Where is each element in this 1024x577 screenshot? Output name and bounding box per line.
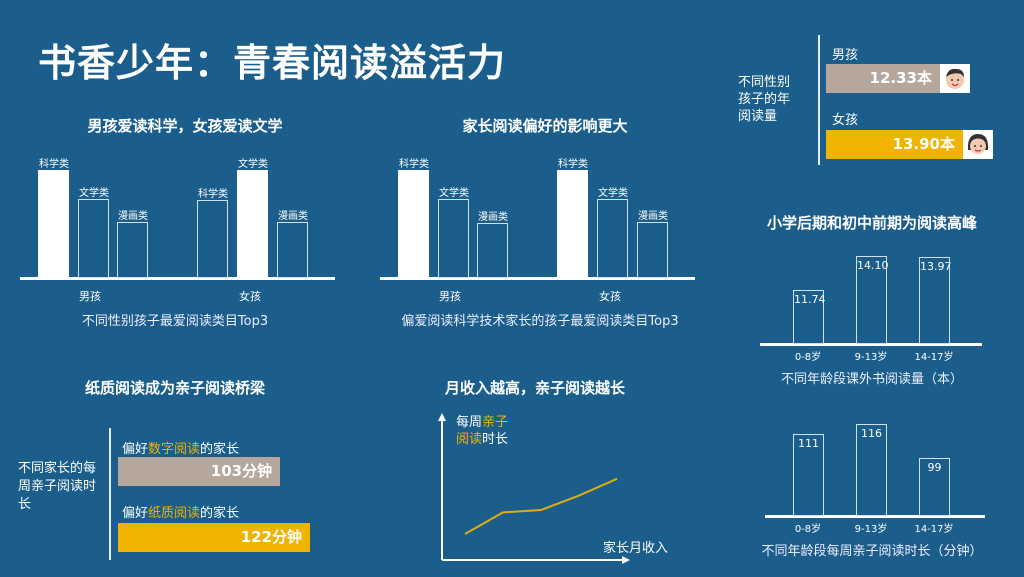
- group-label: 女孩: [599, 290, 621, 303]
- category-label: 9-13岁: [854, 352, 888, 363]
- bar-label: 漫画类: [478, 211, 508, 223]
- baseline: [20, 277, 335, 280]
- bar-label: 科学类: [198, 189, 228, 201]
- bar-value: 111: [798, 437, 819, 450]
- boy-value: 12.33本: [869, 69, 932, 87]
- bar-value: 14.10: [857, 258, 889, 272]
- age-chart-title: 小学后期和初中前期为阅读高峰: [766, 214, 978, 232]
- income-line: [464, 477, 618, 535]
- bar: [197, 200, 228, 278]
- girl-avatar-icon: [963, 130, 993, 159]
- category-label: 9-13岁: [854, 524, 888, 535]
- boy-bar: 12.33本: [826, 64, 940, 93]
- bar-label: 科学类: [558, 159, 588, 170]
- y-axis-label: 每周亲子 阅读时长: [456, 415, 509, 447]
- gender-reading-label: 不同性别孩子的年阅读量: [738, 75, 791, 124]
- girl-bar: 13.90本: [826, 130, 963, 159]
- x-axis-label: 家长月收入: [603, 541, 669, 556]
- bar: [597, 199, 628, 278]
- girl-label: 女孩: [832, 113, 859, 128]
- chart-title: 家长阅读偏好的影响更大: [462, 117, 628, 135]
- chart-caption: 偏爱阅读科学技术家长的孩子最爱阅读类目Top3: [401, 314, 679, 329]
- girl-value: 13.90本: [892, 135, 955, 153]
- bar-label: 文学类: [238, 159, 268, 170]
- bar-label: 文学类: [439, 188, 469, 200]
- chart-title: 男孩爱读科学，女孩爱读文学: [87, 117, 283, 135]
- bar: [438, 199, 469, 278]
- group-label: 女孩: [239, 290, 261, 303]
- paper-parent-label: 偏好纸质阅读的家长: [122, 506, 240, 521]
- category-label: 0-8岁: [794, 352, 822, 363]
- digital-parent-bar: 103分钟: [118, 457, 281, 486]
- bar-value: 11.74: [794, 292, 826, 306]
- category-label: 14-17岁: [914, 352, 954, 363]
- group-label: 男孩: [79, 290, 101, 303]
- bar: [477, 222, 508, 278]
- income-chart-title: 月收入越高，亲子阅读越长: [444, 379, 626, 397]
- bar-label: 文学类: [79, 188, 109, 200]
- bar: 11.74: [793, 289, 826, 344]
- digital-parent-label: 偏好数字阅读的家长: [122, 442, 240, 457]
- bar: 116: [856, 424, 887, 516]
- paper-chart-title: 纸质阅读成为亲子阅读桥梁: [84, 379, 266, 397]
- chart-caption: 不同年龄段课外书阅读量（本）: [780, 372, 964, 387]
- chart-caption: 不同性别孩子最爱阅读类目Top3: [81, 314, 269, 329]
- bar-label: 科学类: [399, 159, 429, 170]
- bar-label: 漫画类: [278, 210, 308, 222]
- digital-value: 103分钟: [210, 462, 273, 480]
- parent-time-label: 不同家长的每周亲子阅读时长: [18, 461, 97, 512]
- boy-label: 男孩: [832, 48, 859, 63]
- bar: 99: [919, 458, 950, 516]
- bar-label: 文学类: [598, 188, 628, 200]
- bar: 14.10: [856, 255, 889, 344]
- bar: [237, 170, 268, 278]
- divider: [109, 428, 111, 560]
- boy-avatar-icon: [940, 64, 970, 93]
- y-axis-arrow-icon: [438, 413, 446, 421]
- group-label: 男孩: [439, 290, 461, 303]
- bar-label: 漫画类: [118, 210, 148, 222]
- bar: [557, 170, 588, 278]
- bar: [398, 170, 429, 278]
- bar: [637, 221, 668, 278]
- page-title: 书香少年：青春阅读溢活力: [38, 41, 507, 85]
- bar: 111: [793, 434, 824, 516]
- category-label: 14-17岁: [914, 524, 954, 535]
- baseline: [760, 343, 982, 346]
- baseline: [380, 277, 695, 280]
- bar-label: 漫画类: [638, 210, 668, 222]
- bar: [78, 199, 109, 278]
- income-line-chart: [438, 413, 630, 564]
- bar-label: 科学类: [39, 159, 69, 170]
- divider: [818, 35, 820, 165]
- bar: 13.97: [919, 257, 952, 344]
- bar: [277, 221, 308, 278]
- bar: [117, 221, 148, 278]
- paper-value: 122分钟: [240, 528, 302, 546]
- x-axis-arrow-icon: [622, 556, 630, 564]
- baseline: [765, 515, 985, 518]
- bar: [38, 170, 69, 278]
- paper-parent-bar: 122分钟: [118, 523, 310, 552]
- chart-caption: 不同年龄段每周亲子阅读时长（分钟）: [761, 544, 983, 559]
- bar-value: 116: [861, 427, 882, 440]
- category-label: 0-8岁: [794, 524, 822, 535]
- bar-value: 99: [927, 461, 942, 474]
- bar-value: 13.97: [920, 260, 952, 274]
